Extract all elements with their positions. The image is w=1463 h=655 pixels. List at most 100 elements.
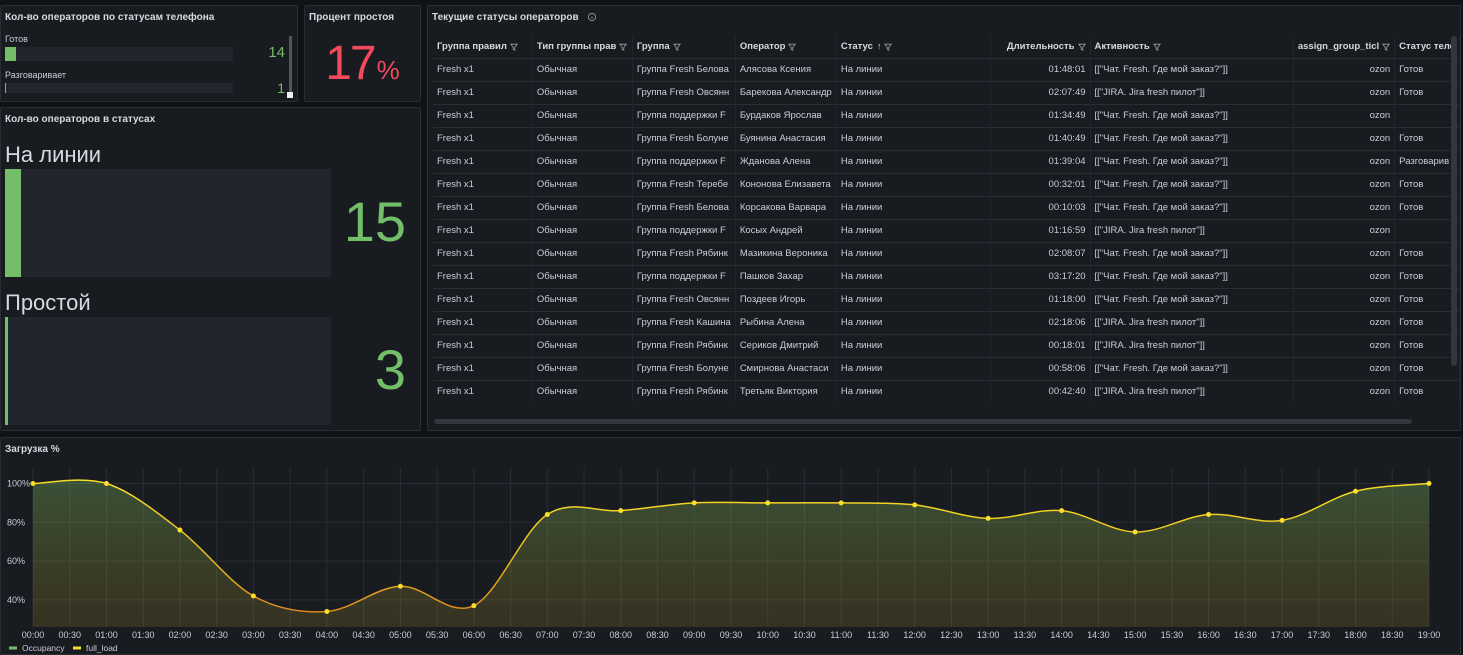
table-row: Fresh x1 Обычная Группа Fresh Рябинк Мазики…	[433, 241, 1460, 265]
filter-icon[interactable]	[1382, 43, 1391, 51]
table-row: Fresh x1 Обычная Группа Fresh Овсянн Бареко…	[433, 80, 1460, 104]
table-row: Fresh x1 Обычная Группа Fresh Рябинк Серико…	[433, 333, 1460, 357]
table-cell: На линии	[836, 126, 992, 150]
area	[33, 480, 1429, 627]
table-cell: Группа поддержки F	[632, 103, 736, 127]
table-cell: [["Чат. Fresh. Где мой заказ?"]]	[1090, 195, 1294, 219]
x-tick-label: 09:30	[720, 630, 743, 640]
gauge-value: 3	[374, 338, 406, 401]
table-row: Fresh x1 Обычная Группа поддержки F Косых А…	[433, 218, 1460, 242]
table-cell: Обычная	[532, 195, 633, 219]
column-name: Длительность	[1006, 41, 1075, 53]
column-name: Оператор	[739, 41, 786, 53]
v-scrollbar[interactable]	[1451, 36, 1457, 366]
table-cell: Сериков Дмитрий	[735, 333, 837, 357]
x-tick-label: 04:30	[352, 630, 375, 640]
filter-icon[interactable]	[1077, 43, 1086, 51]
chart: Загрузка % 40% 60% 80% 100% 00:00 00:30 01:00 0…	[5, 444, 1440, 653]
table-cell: На линии	[836, 103, 992, 127]
table-cell: ozon	[1293, 287, 1396, 311]
x-tick-label: 07:30	[573, 630, 596, 640]
phone-panel: Кол-во операторов по статусам телефона Г…	[0, 5, 298, 102]
gauge-track	[5, 317, 331, 425]
y-tick-label: 40%	[7, 595, 25, 605]
table-cell: 00:58:06	[990, 356, 1091, 380]
table-cell: 00:18:01	[990, 333, 1091, 357]
x-tick-label: 10:00	[756, 630, 779, 640]
stat: 17%	[305, 36, 420, 91]
table-cell: [["Чат. Fresh. Где мой заказ?"]]	[1090, 57, 1294, 81]
x-tick-label: 12:00	[903, 630, 926, 640]
filter-icon[interactable]	[672, 43, 681, 51]
table-cell: Готов	[1394, 356, 1460, 380]
x-tick-label: 04:00	[316, 630, 339, 640]
x-tick-label: 01:30	[132, 630, 155, 640]
info-icon[interactable]	[587, 12, 597, 22]
table-cell: На линии	[836, 149, 992, 173]
table-cell: Fresh x1	[433, 149, 533, 173]
table-cell: Готов	[1394, 241, 1460, 265]
column-header: assign_group_ticl	[1293, 36, 1396, 58]
table-cell: Обычная	[532, 287, 633, 311]
table-cell: ozon	[1293, 356, 1396, 380]
chart-panel: Загрузка % 40% 60% 80% 100% 00:00 00:30 01:00 0…	[0, 437, 1461, 655]
table-cell: 00:10:03	[990, 195, 1091, 219]
table-cell: На линии	[836, 57, 992, 81]
table-cell: Fresh x1	[433, 287, 533, 311]
table-cell: ozon	[1293, 379, 1396, 403]
x-tick-label: 05:00	[389, 630, 412, 640]
table-cell: Готов	[1394, 287, 1460, 311]
table-cell: Fresh x1	[433, 103, 533, 127]
table-cell: Готов	[1394, 126, 1460, 150]
table-cell: Группа Fresh Рябинк	[632, 379, 736, 403]
x-tick-label: 18:00	[1344, 630, 1367, 640]
table-cell: [["Чат. Fresh. Где мой заказ?"]]	[1090, 149, 1294, 173]
table-cell: [["Чат. Fresh. Где мой заказ?"]]	[1090, 287, 1294, 311]
column-header: Группа правил	[433, 36, 533, 58]
table-cell: Обычная	[532, 57, 633, 81]
gauge-value: 1	[277, 80, 285, 96]
table-cell: Обычная	[532, 172, 633, 196]
table-cell: Группа Fresh Овсянн	[632, 287, 736, 311]
table-cell: Fresh x1	[433, 356, 533, 380]
point	[1206, 512, 1212, 518]
table-cell: На линии	[836, 310, 992, 334]
gauge-fill	[5, 83, 6, 93]
table-cell: ozon	[1293, 241, 1396, 265]
x-tick-label: 06:30	[499, 630, 522, 640]
table-cell: Группа Fresh Белова	[632, 195, 736, 219]
point	[1426, 481, 1432, 487]
column-name: Тип группы прав	[536, 41, 617, 53]
filter-icon[interactable]	[1152, 43, 1161, 51]
y-tick-label: 80%	[7, 517, 25, 527]
x-tick-label: 05:30	[426, 630, 449, 640]
scrollbar	[289, 36, 292, 96]
filter-icon[interactable]	[884, 43, 893, 51]
table-cell: Обычная	[532, 333, 633, 357]
filter-icon[interactable]	[788, 43, 797, 51]
table-cell: Обычная	[532, 356, 633, 380]
x-tick-label: 03:00	[242, 630, 265, 640]
table-cell: На линии	[836, 195, 992, 219]
x-tick-label: 08:30	[646, 630, 669, 640]
gauge-label: На линии	[5, 142, 102, 167]
gauge-fill	[5, 169, 22, 277]
table-row: Fresh x1 Обычная Группа Fresh Рябинк Третья…	[433, 379, 1460, 403]
h-scrollbar[interactable]	[434, 419, 1412, 424]
table-cell: ozon	[1293, 103, 1396, 127]
gauge-label: Разговаривает	[5, 70, 67, 80]
table-cell: [["JIRA. Jira fresh пилот"]]	[1090, 333, 1294, 357]
table-cell: Корсакова Варвара	[735, 195, 837, 219]
filter-icon[interactable]	[509, 43, 518, 51]
filter-icon[interactable]	[619, 43, 628, 51]
table-cell: Обычная	[532, 379, 633, 403]
table-cell: Группа Fresh Кашина	[632, 310, 736, 334]
table-cell: Разговарив	[1394, 149, 1460, 173]
x-tick-label: 10:30	[793, 630, 816, 640]
table-cell: 01:18:00	[990, 287, 1091, 311]
table-cell: Fresh x1	[433, 195, 533, 219]
column-header: Группа	[632, 36, 736, 58]
point	[765, 500, 771, 506]
table-cell: 01:40:49	[990, 126, 1091, 150]
table-cell: Fresh x1	[433, 379, 533, 403]
